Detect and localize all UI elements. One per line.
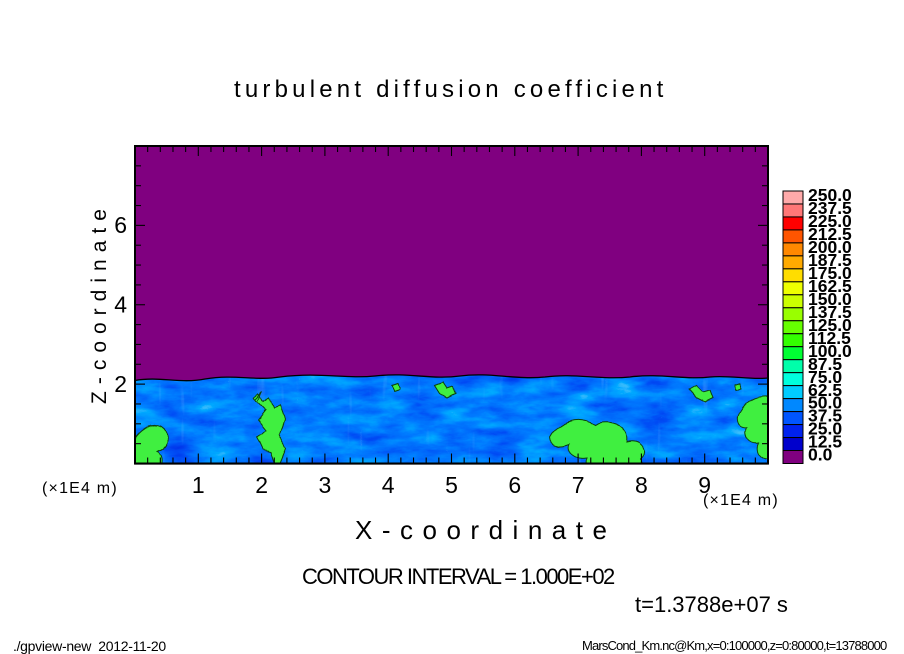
svg-text:6: 6 — [114, 212, 127, 238]
svg-text:8: 8 — [635, 472, 648, 498]
svg-text:1: 1 — [192, 472, 205, 498]
svg-text:5: 5 — [445, 472, 458, 498]
svg-text:4: 4 — [114, 292, 127, 318]
svg-text:4: 4 — [382, 472, 395, 498]
svg-text:2: 2 — [255, 472, 268, 498]
svg-text:7: 7 — [572, 472, 585, 498]
svg-text:3: 3 — [319, 472, 332, 498]
svg-text:9: 9 — [698, 472, 711, 498]
svg-text:6: 6 — [508, 472, 521, 498]
svg-text:2: 2 — [114, 371, 127, 397]
svg-text:0.0: 0.0 — [808, 445, 833, 465]
